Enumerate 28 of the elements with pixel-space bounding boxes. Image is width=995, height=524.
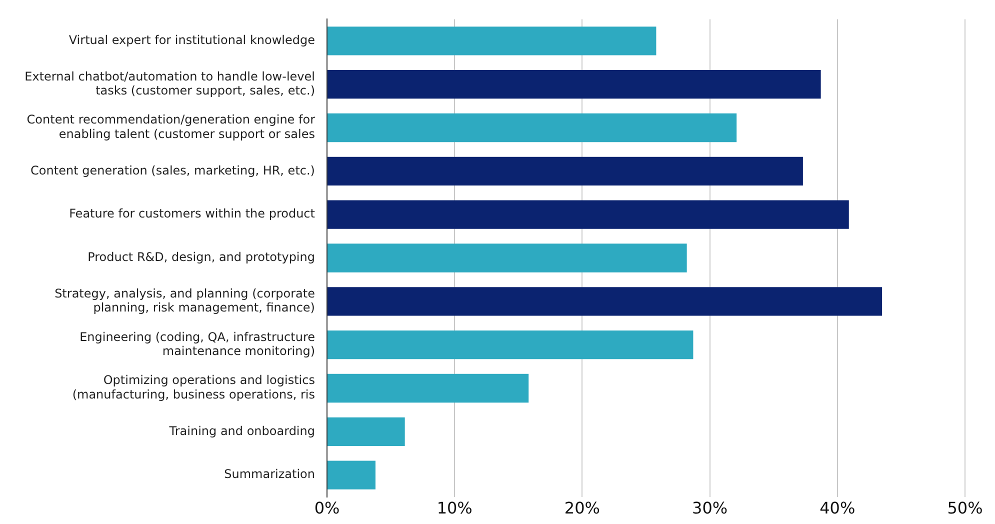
x-tick-label: 40% <box>820 498 856 518</box>
y-tick-label: Optimizing operations and logistics (manufacturing, business operations, ris <box>72 373 315 402</box>
bar <box>328 244 687 272</box>
bar <box>328 374 529 403</box>
bar <box>328 330 694 360</box>
bar <box>328 417 405 446</box>
y-tick-label: Training and onboarding <box>168 424 315 438</box>
y-tick-label: Summarization <box>224 467 315 482</box>
bar <box>328 287 882 316</box>
bar <box>328 70 821 99</box>
x-tick-label: 0% <box>314 498 340 518</box>
y-tick-label: Engineering (coding, QA, infrastructure maintenance monitoring) <box>80 330 315 358</box>
bar <box>328 113 737 142</box>
y-tick-label: Feature for customers within the product <box>69 206 316 221</box>
bar <box>328 200 849 229</box>
bar <box>328 26 656 56</box>
y-tick-label: Content recommendation/generation engine for enabling talent (customer support or sales <box>26 112 316 142</box>
y-tick-label: Strategy, analysis, and planning (corporate planning, risk management, finance) <box>54 286 315 315</box>
y-tick-label: Virtual expert for institutional knowledge <box>68 33 315 48</box>
bar <box>328 156 803 186</box>
x-tick-label: 20% <box>564 498 600 518</box>
bar <box>328 460 376 490</box>
y-tick-label: Content generation (sales, marketing, HR, etc.) <box>30 163 315 178</box>
y-tick-label: Product R&D, design, and prototyping <box>88 250 315 264</box>
x-tick-label: 30% <box>692 498 728 518</box>
x-tick-label: 10% <box>436 498 472 518</box>
x-tick-label: 50% <box>947 498 983 518</box>
y-tick-label: External chatbot/automation to handle low-level tasks (customer support, sales, etc.) <box>24 69 315 98</box>
